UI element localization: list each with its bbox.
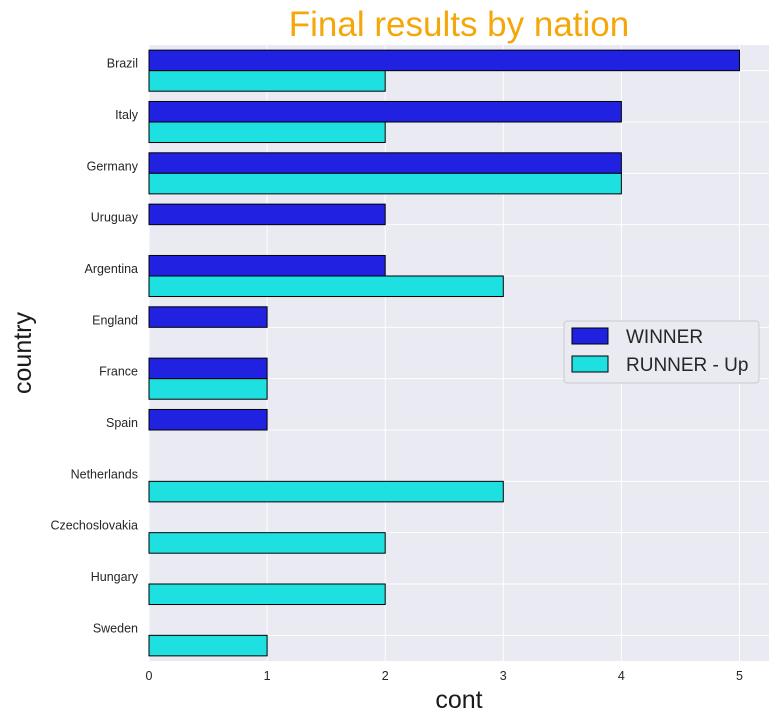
y-tick-label: Uruguay <box>91 211 139 225</box>
legend-label-winner: WINNER <box>626 327 703 348</box>
bar-winner-brazil <box>148 49 740 72</box>
bar-runner-up-argentina <box>148 275 504 298</box>
y-tick-label: France <box>99 365 138 379</box>
y-tick-label: Czechoslovakia <box>50 519 138 533</box>
bar-runner-up-sweden <box>148 634 268 657</box>
x-tick-label: 5 <box>736 669 743 683</box>
bar-runner-up-france <box>148 378 268 400</box>
x-tick-label: 0 <box>146 669 153 683</box>
y-tick-label: Spain <box>106 416 138 430</box>
y-tick-label: Sweden <box>93 621 138 635</box>
legend: WINNER RUNNER - Up <box>563 320 760 384</box>
y-tick-label: England <box>92 313 138 327</box>
bar-runner-up-hungary <box>148 583 386 606</box>
y-tick-label: Germany <box>87 159 139 173</box>
x-tick-label: 4 <box>618 669 625 683</box>
bar-runner-up-netherlands <box>148 480 504 503</box>
bar-runner-up-brazil <box>148 70 386 92</box>
y-tick-label: Brazil <box>107 57 138 71</box>
x-axis-ticks: 0 1 2 3 4 5 <box>146 669 743 683</box>
chart-title: Final results by nation <box>289 5 629 44</box>
legend-swatch-winner <box>571 327 609 345</box>
x-tick-label: 3 <box>500 669 507 683</box>
bar-winner-italy <box>148 100 622 123</box>
y-tick-label: Netherlands <box>71 467 138 481</box>
y-axis-title: country <box>9 312 37 394</box>
x-tick-label: 1 <box>264 669 271 683</box>
bar-winner-germany <box>148 152 622 174</box>
x-axis-title: cont <box>435 686 482 714</box>
bar-runner-up-germany <box>148 172 622 195</box>
y-tick-label: Italy <box>115 108 139 122</box>
bar-runner-up-italy <box>148 121 386 144</box>
bar-winner-france <box>148 357 268 380</box>
bars <box>148 49 740 657</box>
y-tick-label: Hungary <box>91 570 139 584</box>
bar-winner-argentina <box>148 254 386 277</box>
legend-frame <box>563 320 760 384</box>
legend-label-runner-up: RUNNER - Up <box>626 355 748 376</box>
bar-runner-up-czechoslovakia <box>148 532 386 554</box>
y-axis-ticks: Brazil Italy Germany Uruguay Argentina Englan… <box>50 57 138 636</box>
x-tick-label: 2 <box>382 669 389 683</box>
bar-winner-england <box>148 306 268 328</box>
legend-swatch-runner-up <box>571 355 609 373</box>
y-tick-label: Argentina <box>84 262 138 276</box>
bar-winner-spain <box>148 408 268 431</box>
bar-winner-uruguay <box>148 203 386 226</box>
